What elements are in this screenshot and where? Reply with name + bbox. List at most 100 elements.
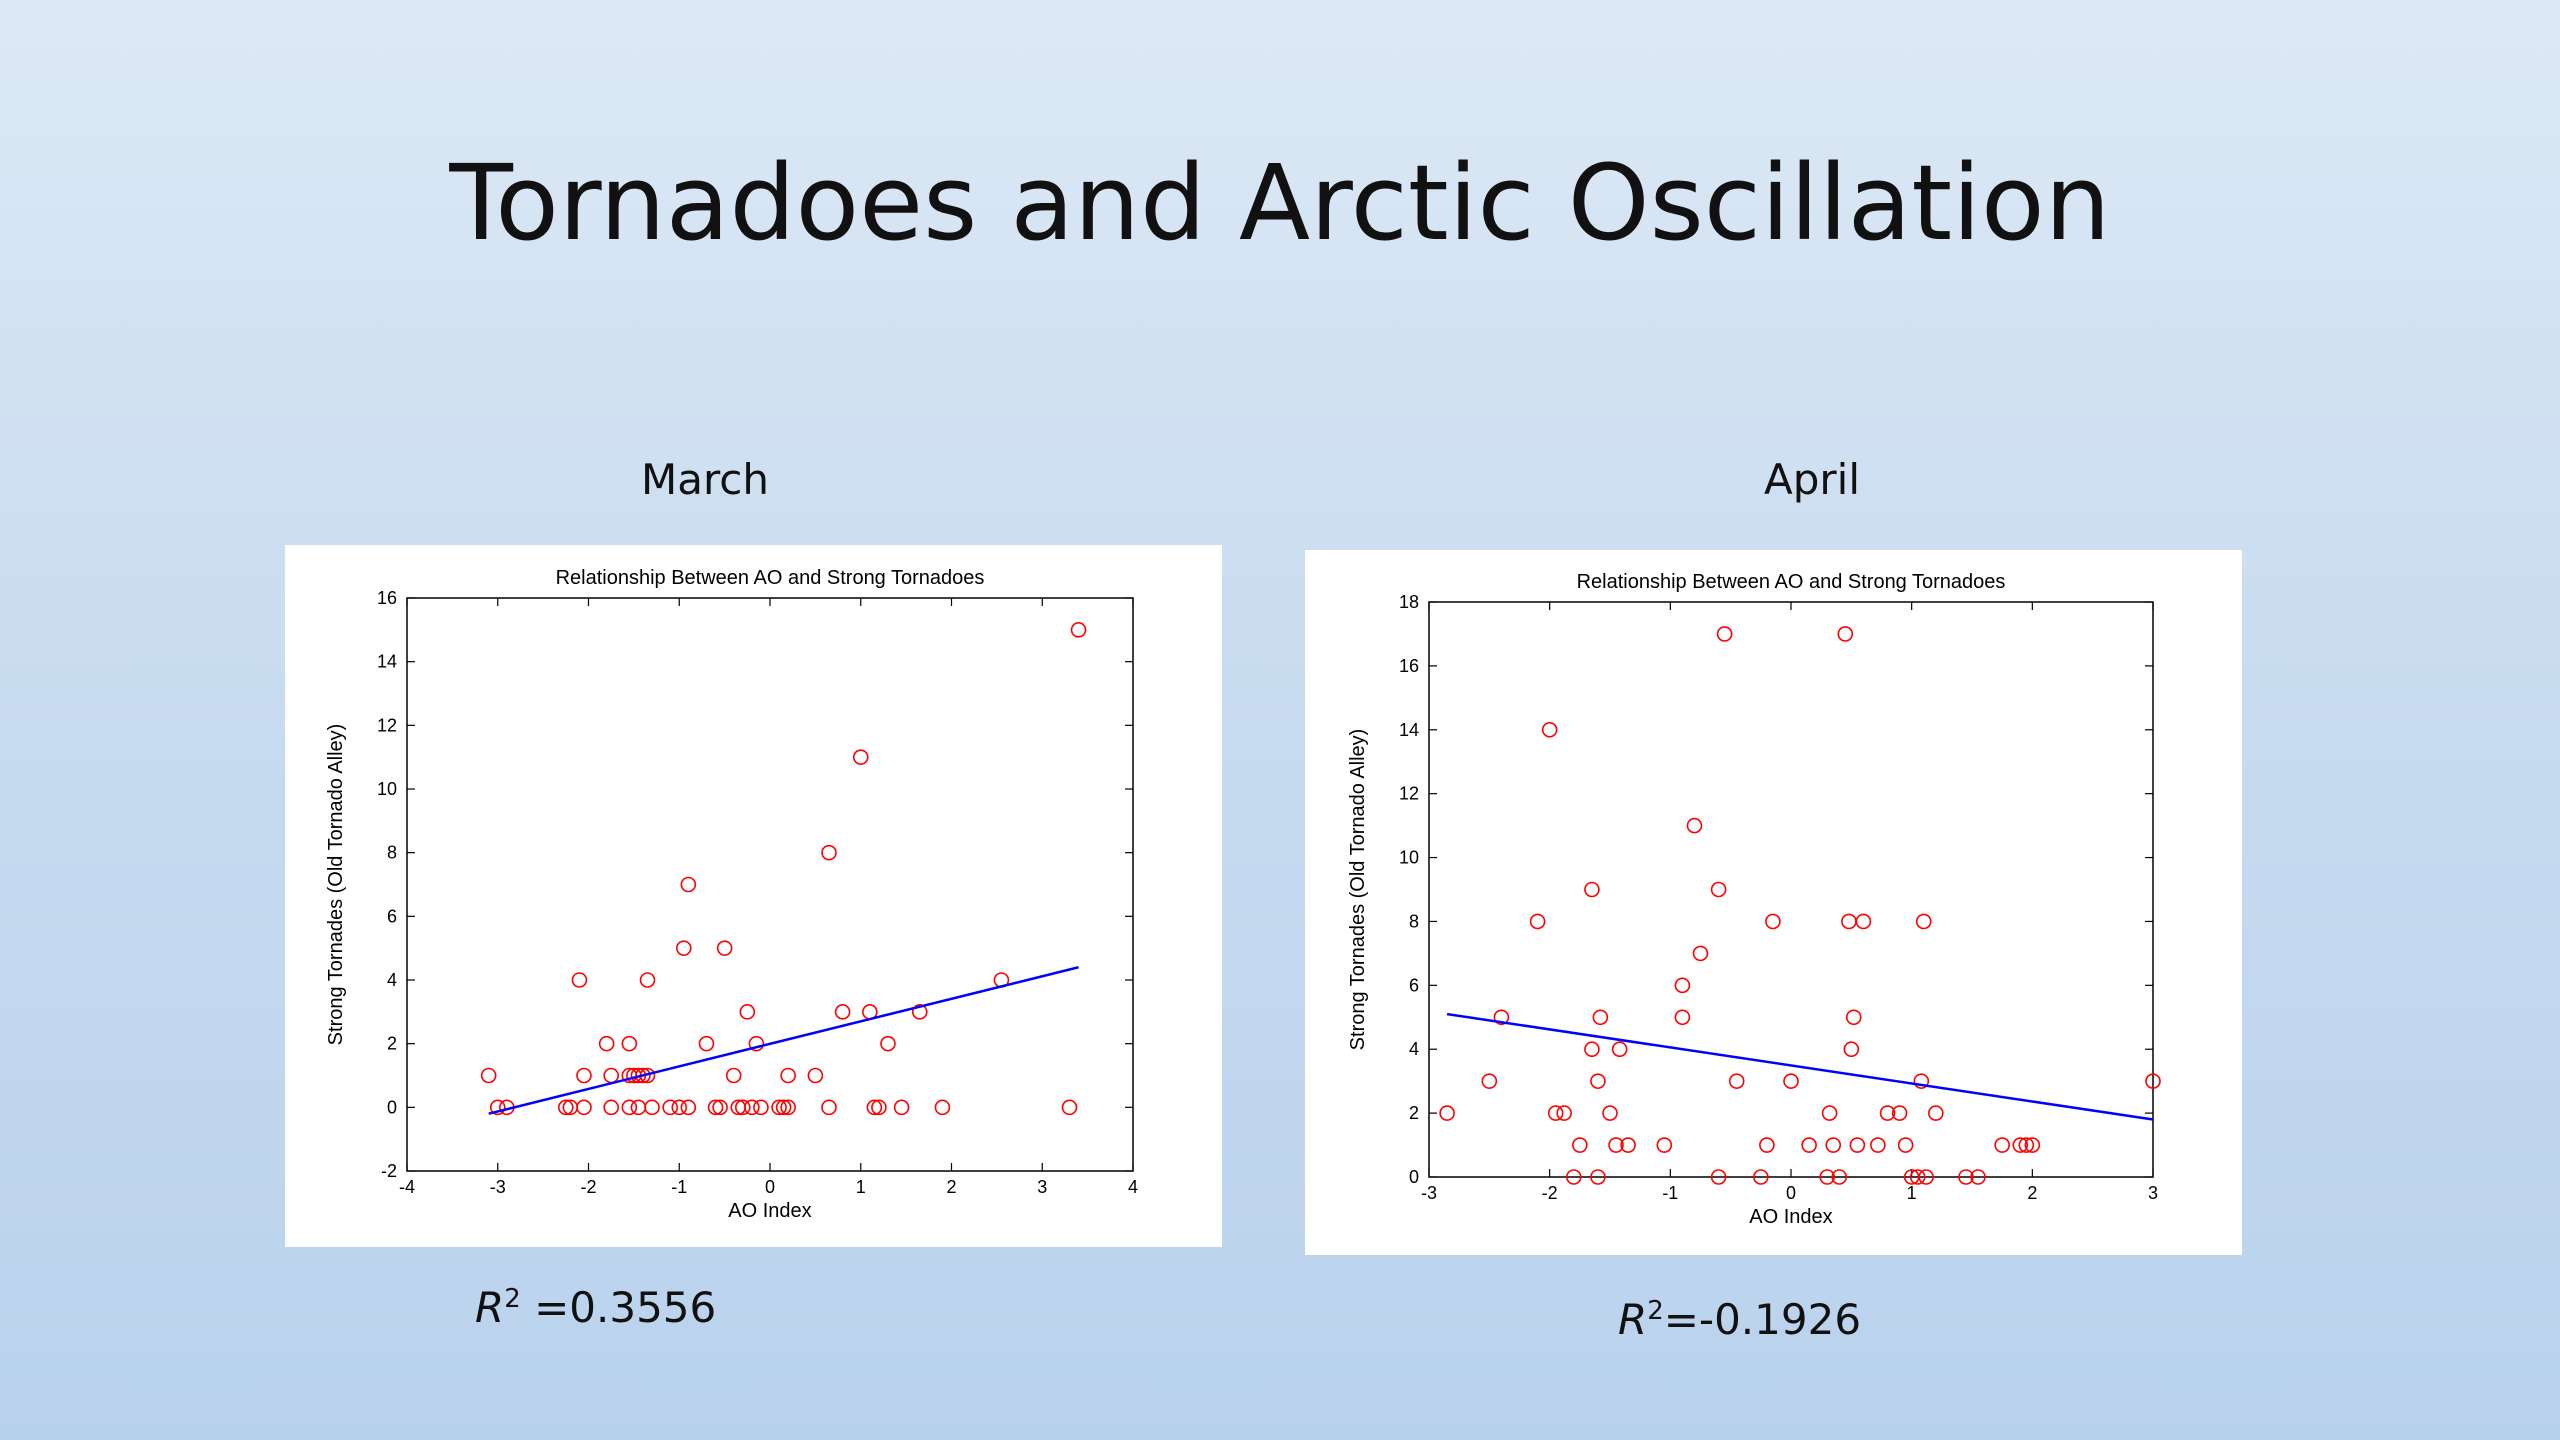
r-squared-march: R2 =0.3556 (475, 1283, 716, 1332)
data-point (1439, 1105, 1455, 1121)
data-point (2024, 1137, 2041, 1153)
data-point (1590, 1073, 1606, 1089)
plot-frame (1428, 601, 2154, 1178)
data-point (1927, 1105, 1944, 1121)
data-point (1855, 913, 1872, 930)
x-tick-label: 2 (2027, 1183, 2037, 1203)
data-point (603, 1067, 619, 1084)
y-tick-label: 10 (377, 779, 397, 799)
y-tick-label: 4 (1409, 1039, 1419, 1059)
trend-line (1446, 1012, 2154, 1121)
data-point (1584, 881, 1600, 898)
data-point (1481, 1073, 1498, 1089)
y-tick-label: 8 (1409, 911, 1419, 931)
y-tick-label: 2 (387, 1034, 397, 1054)
data-point (880, 1035, 896, 1052)
data-point (1529, 913, 1546, 930)
data-point (1837, 626, 1854, 642)
data-point (1970, 1169, 1986, 1185)
x-tick-label: 3 (2148, 1183, 2158, 1203)
data-point (1819, 1169, 1836, 1185)
data-point (1674, 1009, 1691, 1026)
data-point (1958, 1169, 1974, 1185)
data-point (1070, 622, 1087, 638)
data-point (1584, 1041, 1600, 1058)
data-point (1825, 1137, 1842, 1153)
chart-title: Relationship Between AO and Strong Torna… (556, 567, 985, 589)
data-point (2012, 1137, 2029, 1153)
data-point (1897, 1137, 1914, 1153)
chart-march: Relationship Between AO and Strong Torna… (285, 545, 1222, 1247)
data-point (621, 1035, 638, 1052)
data-point (571, 972, 588, 988)
panel-label-april: April (1764, 455, 1860, 504)
data-point (1753, 1169, 1769, 1185)
data-point (1891, 1105, 1908, 1121)
data-point (1841, 913, 1857, 930)
y-tick-label: 16 (1399, 656, 1419, 676)
r-squared-april: R2=-0.1926 (1618, 1295, 1861, 1344)
x-axis-label: AO Index (728, 1200, 811, 1222)
data-point (480, 1067, 497, 1084)
y-tick-label: 16 (377, 588, 397, 608)
data-point (680, 1099, 697, 1116)
data-point (2018, 1137, 2035, 1153)
data-point (739, 1004, 756, 1020)
chart-march-svg: Relationship Between AO and Strong Torna… (325, 567, 1138, 1222)
y-tick-label: 12 (1399, 784, 1419, 804)
y-tick-label: -2 (381, 1161, 397, 1181)
data-point (1061, 1099, 1078, 1116)
data-point (871, 1099, 887, 1116)
data-point (675, 940, 692, 956)
data-point (2145, 1073, 2161, 1089)
data-point (1493, 1009, 1510, 1026)
data-point (1674, 977, 1691, 994)
data-point (576, 1067, 592, 1084)
data-point (893, 1099, 910, 1116)
y-tick-label: 2 (1409, 1103, 1419, 1123)
x-tick-label: 1 (1907, 1183, 1917, 1203)
data-point (866, 1099, 883, 1116)
r-symbol: R (475, 1283, 505, 1332)
data-point (1831, 1169, 1848, 1185)
data-point (644, 1099, 660, 1116)
data-point (1765, 913, 1781, 930)
data-point (630, 1099, 647, 1116)
data-point (821, 1099, 837, 1116)
data-point (1994, 1137, 2010, 1153)
chart-april-svg: Relationship Between AO and Strong Torna… (1347, 571, 2161, 1228)
data-point (1716, 626, 1733, 642)
y-tick-label: 6 (1409, 975, 1419, 995)
x-tick-label: -3 (1421, 1183, 1437, 1203)
data-point (716, 940, 733, 956)
data-point (698, 1035, 715, 1052)
data-point (1915, 913, 1932, 930)
panel-label-march: March (640, 455, 770, 504)
data-point (639, 972, 656, 988)
data-point (680, 876, 697, 893)
x-tick-label: 1 (856, 1177, 866, 1197)
data-point (780, 1067, 796, 1084)
y-tick-label: 4 (387, 970, 397, 990)
y-tick-label: 14 (1399, 720, 1419, 740)
chart-title: Relationship Between AO and Strong Torna… (1577, 571, 2006, 593)
data-point (1686, 817, 1703, 834)
data-point (1620, 1137, 1636, 1153)
y-tick-label: 8 (387, 843, 397, 863)
data-point (671, 1099, 688, 1116)
data-point (1821, 1105, 1838, 1121)
y-tick-label: 6 (387, 906, 397, 926)
data-point (1913, 1073, 1930, 1089)
data-point (852, 749, 869, 765)
data-point (1759, 1137, 1775, 1153)
r-squared-value: =0.3556 (534, 1283, 717, 1332)
data-point (1692, 945, 1709, 962)
x-tick-label: -2 (1542, 1183, 1558, 1203)
data-point (712, 1099, 728, 1116)
r-exponent: 2 (1647, 1296, 1664, 1326)
x-tick-label: -3 (490, 1177, 506, 1197)
x-tick-label: -1 (671, 1177, 687, 1197)
data-point (558, 1099, 574, 1116)
data-point (1572, 1137, 1588, 1153)
x-tick-label: 3 (1037, 1177, 1047, 1197)
